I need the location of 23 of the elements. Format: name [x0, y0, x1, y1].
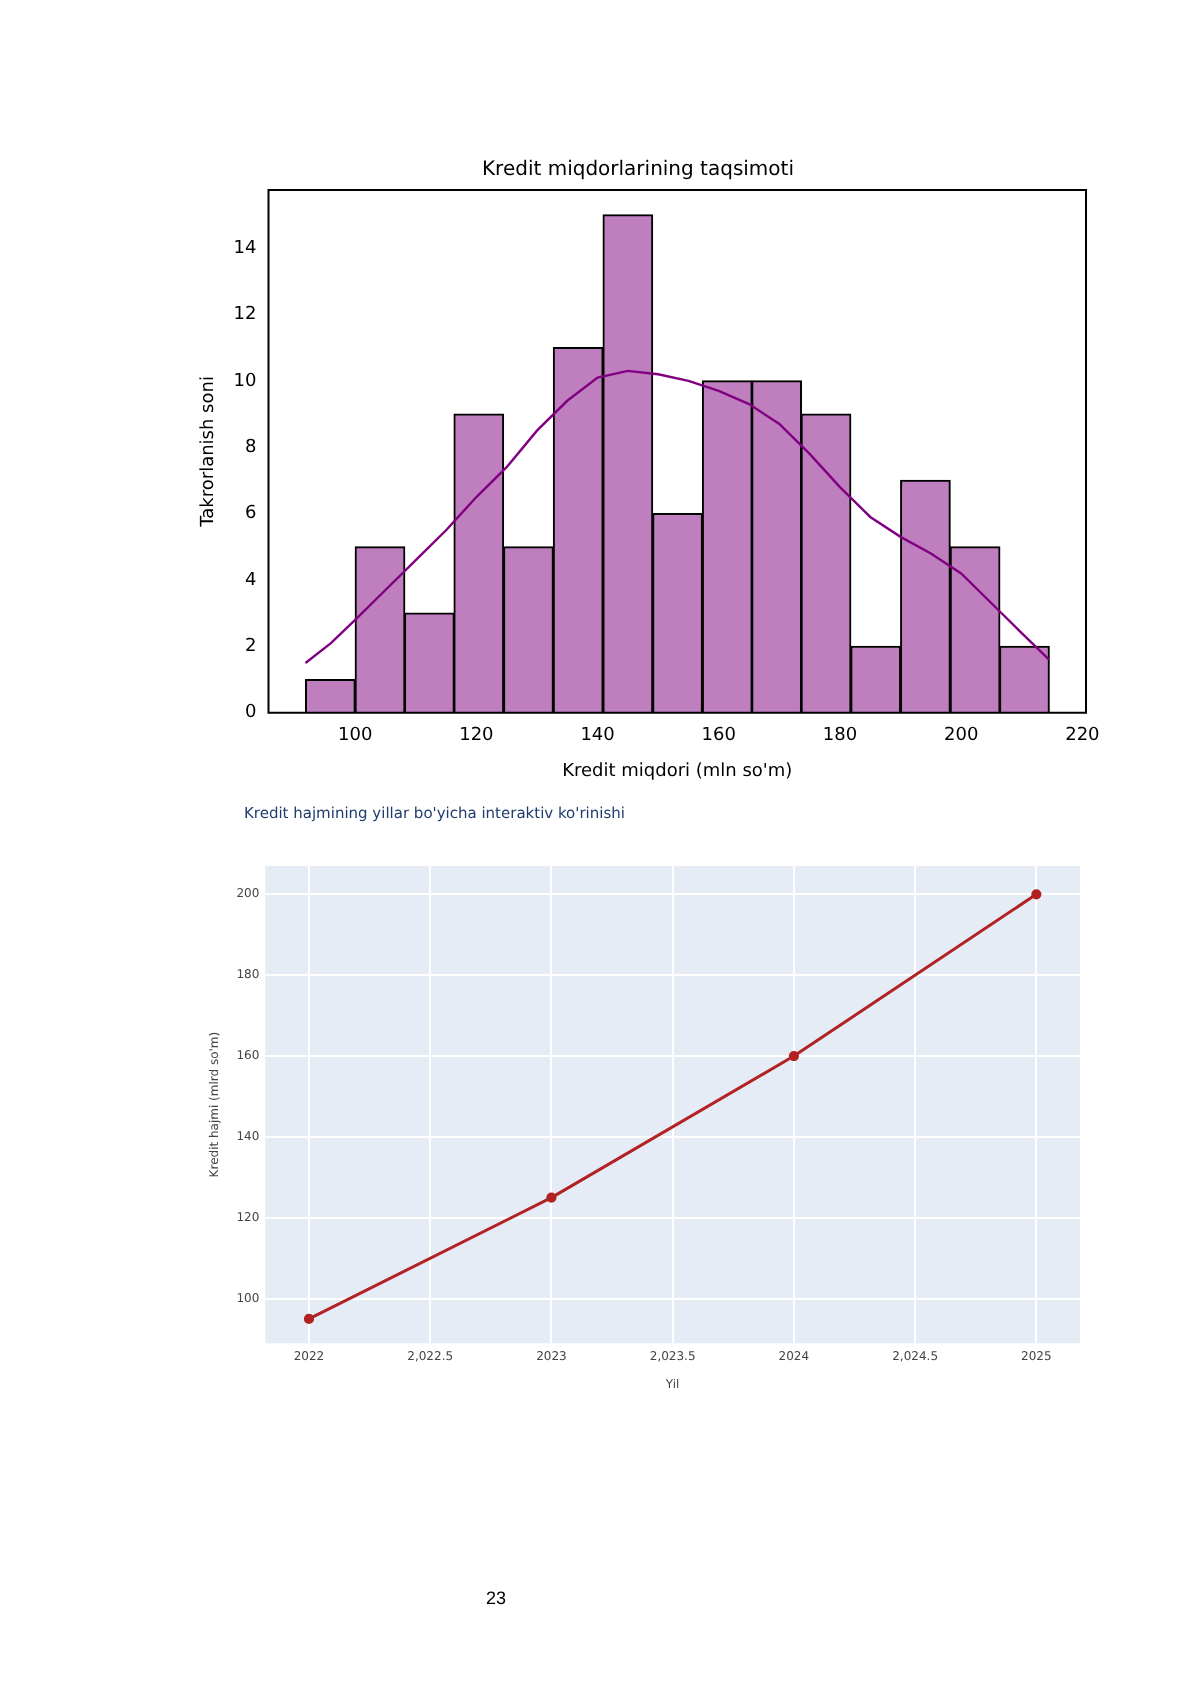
x-tick-label: 160: [701, 726, 737, 747]
y-tick-label: 8: [245, 437, 258, 458]
y-axis-title: Takrorlanish soni: [199, 376, 220, 529]
chart-title: Kredit miqdorlarining taqsimoti: [482, 159, 794, 182]
y-tick-label: 10: [233, 371, 258, 392]
point: [303, 1313, 315, 1325]
x-tick-label: 180: [822, 726, 858, 747]
x-tick-label: 200: [943, 726, 979, 747]
y-tick-label: 4: [245, 570, 258, 591]
y-tick-label: 6: [245, 504, 258, 525]
point: [1031, 889, 1042, 900]
y-tick-label: 12: [233, 305, 257, 326]
x-tick-label: 140: [580, 726, 616, 747]
text: 23: [486, 1588, 507, 1608]
point: [546, 1192, 557, 1203]
y-tick-label: 2: [245, 637, 257, 658]
y-tick-label: 14: [233, 238, 258, 259]
x-tick-label: 220: [1065, 726, 1101, 747]
y-tick-label: 0: [245, 703, 258, 724]
x-tick-label: 120: [459, 726, 495, 747]
x-axis-title: Kredit miqdori (mln so'm): [562, 761, 793, 782]
x-tick-label: 100: [337, 726, 373, 747]
point: [788, 1050, 799, 1062]
